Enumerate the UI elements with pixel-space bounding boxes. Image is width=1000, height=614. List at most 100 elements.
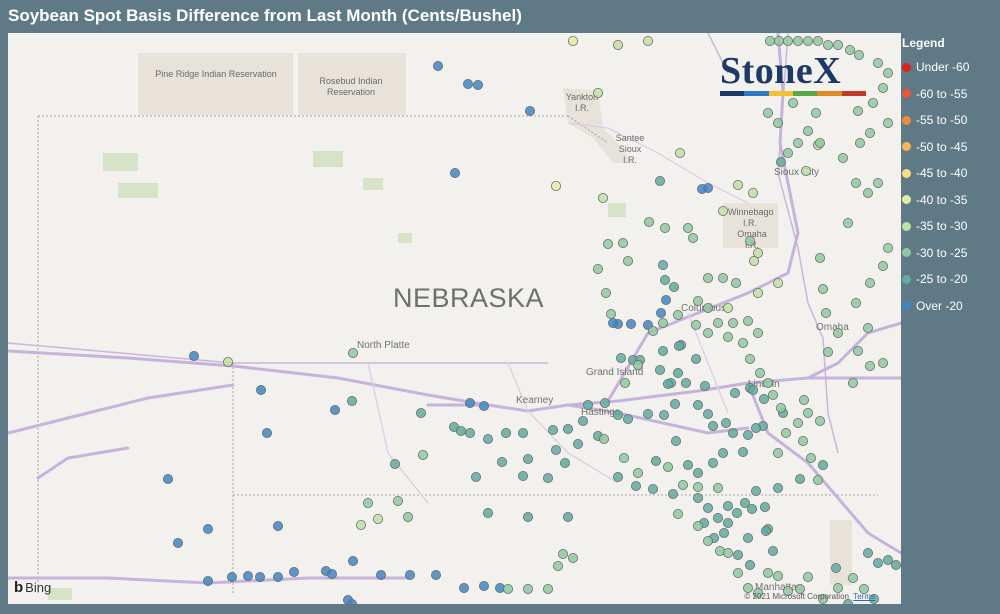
price-marker[interactable] <box>517 470 528 481</box>
price-marker[interactable] <box>601 287 612 298</box>
price-marker[interactable] <box>658 317 669 328</box>
legend-item[interactable]: -40 to -35 <box>902 187 998 214</box>
price-marker[interactable] <box>551 180 562 191</box>
price-marker[interactable] <box>347 599 357 604</box>
price-marker[interactable] <box>883 242 894 253</box>
price-marker[interactable] <box>803 572 814 583</box>
price-marker[interactable] <box>560 457 571 468</box>
price-marker[interactable] <box>619 452 630 463</box>
price-marker[interactable] <box>723 548 734 559</box>
price-marker[interactable] <box>795 473 806 484</box>
price-marker[interactable] <box>854 49 865 60</box>
price-marker[interactable] <box>470 471 481 482</box>
price-marker[interactable] <box>755 367 766 378</box>
price-marker[interactable] <box>658 345 669 356</box>
price-marker[interactable] <box>202 523 213 534</box>
price-marker[interactable] <box>760 501 771 512</box>
price-marker[interactable] <box>863 322 874 333</box>
price-marker[interactable] <box>593 88 604 99</box>
price-marker[interactable] <box>833 327 844 338</box>
price-marker[interactable] <box>865 360 876 371</box>
price-marker[interactable] <box>663 461 674 472</box>
price-marker[interactable] <box>372 513 383 524</box>
price-marker[interactable] <box>659 409 670 420</box>
price-marker[interactable] <box>553 561 564 572</box>
price-marker[interactable] <box>768 546 779 557</box>
price-marker[interactable] <box>733 550 744 561</box>
price-marker[interactable] <box>773 447 784 458</box>
price-marker[interactable] <box>496 456 507 467</box>
price-marker[interactable] <box>678 479 689 490</box>
legend-item[interactable]: -30 to -25 <box>902 240 998 267</box>
price-marker[interactable] <box>162 473 173 484</box>
price-marker[interactable] <box>776 157 787 168</box>
price-marker[interactable] <box>693 520 704 531</box>
price-marker[interactable] <box>673 508 684 519</box>
map-canvas[interactable]: NEBRASKA Pine Ridge Indian Reservation R… <box>8 33 901 604</box>
price-marker[interactable] <box>753 588 764 599</box>
price-marker[interactable] <box>738 446 749 457</box>
price-marker[interactable] <box>655 364 666 375</box>
price-marker[interactable] <box>655 175 666 186</box>
price-marker[interactable] <box>776 402 787 413</box>
price-marker[interactable] <box>833 583 844 594</box>
price-marker[interactable] <box>691 353 702 364</box>
price-marker[interactable] <box>523 511 534 522</box>
legend-item[interactable]: -45 to -40 <box>902 160 998 187</box>
price-marker[interactable] <box>773 482 784 493</box>
price-marker[interactable] <box>869 594 879 604</box>
price-marker[interactable] <box>763 377 774 388</box>
price-marker[interactable] <box>749 255 760 266</box>
price-marker[interactable] <box>688 232 699 243</box>
price-marker[interactable] <box>683 222 694 233</box>
price-marker[interactable] <box>838 153 849 164</box>
price-marker[interactable] <box>660 222 671 233</box>
price-marker[interactable] <box>482 433 493 444</box>
price-marker[interactable] <box>673 309 684 320</box>
price-marker[interactable] <box>806 452 817 463</box>
price-marker[interactable] <box>818 459 829 470</box>
price-marker[interactable] <box>738 337 749 348</box>
price-marker[interactable] <box>608 317 619 328</box>
price-marker[interactable] <box>851 177 862 188</box>
price-marker[interactable] <box>600 397 611 408</box>
price-marker[interactable] <box>643 408 654 419</box>
price-marker[interactable] <box>673 367 684 378</box>
price-marker[interactable] <box>482 507 493 518</box>
price-marker[interactable] <box>563 423 574 434</box>
price-marker[interactable] <box>598 192 609 203</box>
price-marker[interactable] <box>781 427 792 438</box>
price-marker[interactable] <box>675 148 686 159</box>
price-marker[interactable] <box>723 302 734 313</box>
price-marker[interactable] <box>543 472 554 483</box>
price-marker[interactable] <box>761 525 772 536</box>
price-marker[interactable] <box>811 108 822 119</box>
price-marker[interactable] <box>768 389 779 400</box>
legend-item[interactable]: -50 to -45 <box>902 134 998 161</box>
price-marker[interactable] <box>723 331 734 342</box>
price-marker[interactable] <box>813 474 824 485</box>
price-marker[interactable] <box>255 384 266 395</box>
price-marker[interactable] <box>226 572 237 583</box>
price-marker[interactable] <box>773 277 784 288</box>
price-marker[interactable] <box>658 259 669 270</box>
price-marker[interactable] <box>613 40 624 50</box>
price-marker[interactable] <box>843 217 854 228</box>
price-marker[interactable] <box>801 165 812 176</box>
price-marker[interactable] <box>703 327 714 338</box>
legend-item[interactable]: -35 to -30 <box>902 213 998 240</box>
price-marker[interactable] <box>751 485 762 496</box>
price-marker[interactable] <box>753 327 764 338</box>
price-marker[interactable] <box>525 106 536 117</box>
price-marker[interactable] <box>478 400 489 411</box>
price-marker[interactable] <box>799 394 810 405</box>
price-marker[interactable] <box>803 36 814 46</box>
price-marker[interactable] <box>833 40 844 50</box>
price-marker[interactable] <box>783 586 794 597</box>
price-marker[interactable] <box>674 340 685 351</box>
price-marker[interactable] <box>648 483 659 494</box>
price-marker[interactable] <box>743 429 754 440</box>
price-marker[interactable] <box>346 395 357 406</box>
price-marker[interactable] <box>417 449 428 460</box>
price-marker[interactable] <box>623 255 634 266</box>
